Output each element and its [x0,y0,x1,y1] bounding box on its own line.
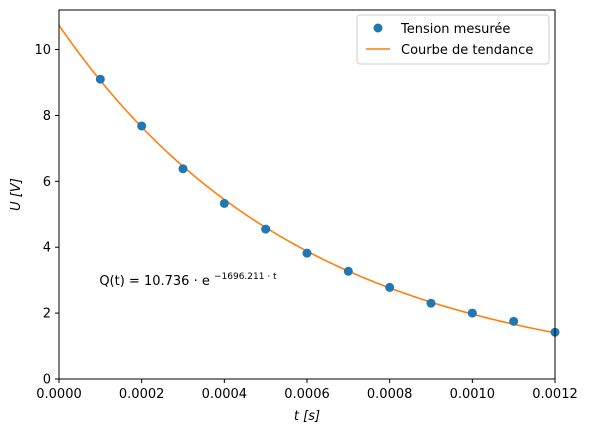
y-axis-label: U [V] [9,178,24,211]
data-point [385,282,395,292]
y-tick-label: 10 [34,43,51,58]
x-tick-label: 0.0010 [450,387,496,402]
data-point [509,316,519,326]
x-axis-ticks: 0.0000 0.0002 0.0004 0.0006 0.0008 0.0010 0.00… [36,379,578,402]
axes-frame [58,9,556,380]
x-tick-label: 0.0008 [367,387,413,402]
y-tick-label: 4 [43,241,51,256]
data-point [95,74,105,84]
y-tick-label: 6 [43,175,51,190]
x-tick-label: 0.0002 [119,387,165,402]
data-point [467,308,477,318]
legend-entry-trend: Courbe de tendance [401,43,533,58]
data-point [137,121,147,131]
equation-text: Q(t) = 10.736 · e −1696.211 · t [99,272,277,289]
y-axis-ticks: 0 2 4 6 8 10 [34,43,59,388]
data-point [302,248,312,258]
x-tick-label: 0.0006 [284,387,330,402]
legend: Tension mesurée Courbe de tendance [356,14,550,65]
legend-marker-measured [373,23,383,33]
x-axis-label: t [s] [294,409,320,424]
data-point [426,298,436,308]
data-point [343,266,353,276]
data-point [178,164,188,174]
equation-annotation: Q(t) = 10.736 · e −1696.211 · t [99,272,277,289]
y-tick-label: 2 [43,307,51,322]
equation-exponent: −1696.211 · t [214,272,277,282]
equation-main: Q(t) = 10.736 · e [99,274,210,289]
data-point [219,198,229,208]
legend-entry-measured: Tension mesurée [400,22,510,37]
axes [58,9,556,380]
x-tick-label: 0.0004 [202,387,248,402]
legend-box [356,14,550,65]
measured-points-series [95,74,560,337]
y-tick-label: 0 [43,373,51,388]
y-tick-label: 8 [43,109,51,124]
x-tick-label: 0.0000 [36,387,82,402]
x-tick-label: 0.0012 [532,387,578,402]
data-point [261,224,271,234]
